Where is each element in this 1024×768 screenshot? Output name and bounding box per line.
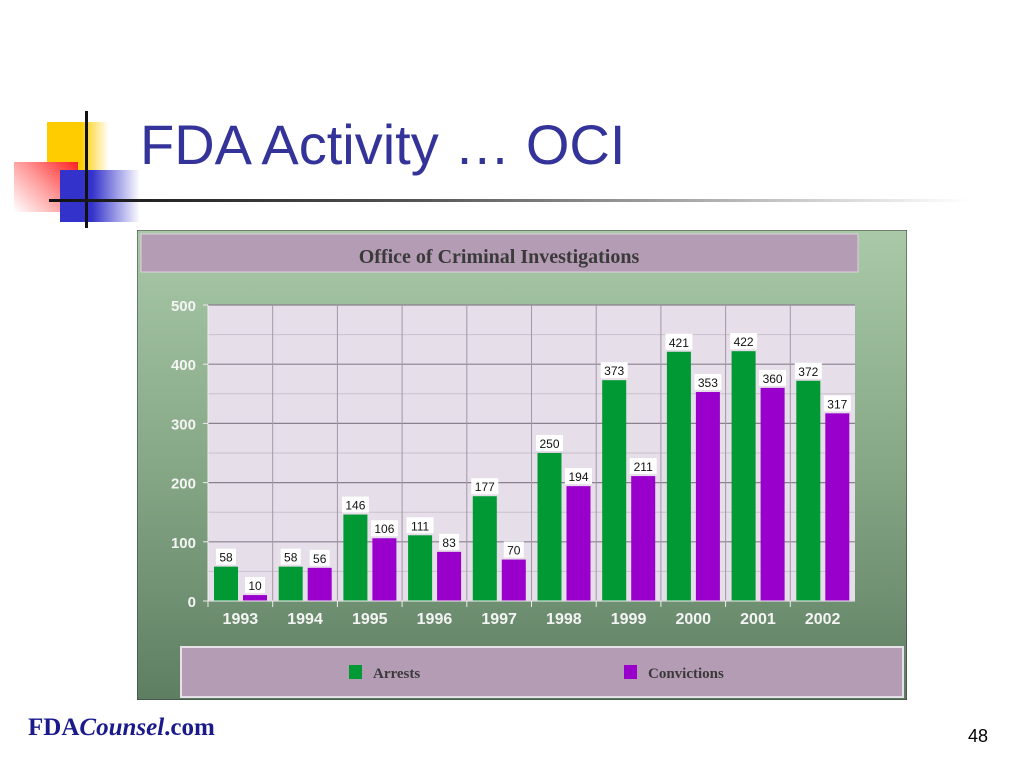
bar-arrests (214, 566, 238, 601)
page-number: 48 (968, 726, 989, 746)
bar-arrests (796, 380, 821, 601)
bar-convictions (760, 387, 785, 601)
bar-convictions (631, 476, 656, 601)
data-label: 317 (827, 397, 847, 411)
x-tick-label: 1995 (352, 611, 388, 628)
data-label: 211 (634, 460, 653, 474)
data-label: 56 (313, 552, 327, 566)
bar-convictions (825, 413, 850, 601)
x-tick-label: 1994 (287, 611, 323, 628)
bar-chart: Office of Criminal Investigations 58 10 58… (137, 230, 907, 700)
data-label: 353 (698, 376, 718, 390)
data-label-bg (536, 435, 563, 451)
data-label-bg (406, 517, 434, 534)
data-label: 373 (604, 364, 624, 378)
data-label-bg (439, 533, 460, 550)
data-label-bg (216, 548, 236, 565)
title-underline (49, 199, 969, 202)
footer-brand: FDACounsel.com (28, 714, 215, 742)
data-label-bg (503, 541, 524, 558)
x-tick-label: 1996 (417, 611, 453, 628)
data-label: 372 (798, 365, 818, 379)
data-label-bg (600, 362, 628, 379)
data-label-bg (694, 374, 722, 391)
y-tick-label: 300 (171, 416, 196, 433)
x-tick-label: 2002 (805, 611, 841, 628)
legend-label-convictions: Convictions (648, 666, 724, 682)
data-label: 146 (345, 499, 365, 513)
data-label: 83 (442, 536, 456, 550)
data-label-bg (629, 458, 657, 475)
y-tick-label: 500 (171, 298, 196, 315)
bar-convictions (437, 551, 462, 601)
data-label-bg (759, 369, 787, 386)
data-label-bg (823, 395, 851, 412)
chart-title: Office of Criminal Investigations (359, 246, 640, 268)
data-label: 70 (507, 544, 521, 558)
legend-swatch-arrests (349, 665, 362, 679)
y-tick-label: 200 (171, 476, 196, 493)
y-tick-label: 0 (188, 594, 196, 611)
data-label: 58 (284, 551, 298, 565)
data-label: 106 (374, 522, 394, 536)
bar-arrests (731, 351, 756, 601)
data-label: 421 (669, 336, 689, 350)
decor-blue-square (60, 170, 140, 222)
data-label-bg (794, 362, 822, 379)
data-label-bg (565, 468, 592, 485)
bar-arrests (666, 351, 691, 601)
bar-convictions (695, 392, 720, 601)
data-label-bg (370, 520, 398, 537)
x-tick-label: 1999 (611, 611, 647, 628)
data-label-bg (341, 496, 369, 513)
data-label-bg (665, 333, 693, 350)
legend-label-arrests: Arrests (373, 666, 420, 682)
data-label: 194 (568, 470, 588, 484)
data-label: 250 (539, 437, 559, 451)
data-label: 360 (763, 372, 783, 386)
y-tick-label: 400 (171, 357, 196, 374)
bar-arrests (472, 496, 497, 601)
footer-brand-b: Counsel (79, 714, 165, 741)
data-label-bg (730, 333, 758, 350)
bar-arrests (343, 514, 368, 601)
x-tick-label: 2001 (740, 611, 776, 628)
y-tick-label: 100 (171, 535, 196, 552)
legend-box (180, 646, 904, 698)
bar-arrests (537, 453, 562, 601)
footer-brand-a: FDA (28, 714, 80, 741)
x-tick-label: 1998 (546, 611, 582, 628)
slide-title: FDA Activity … OCI (140, 113, 626, 176)
data-label-bg (309, 549, 330, 566)
bar-convictions (501, 559, 526, 601)
x-tick-label: 1993 (223, 611, 259, 628)
data-label-bg (471, 478, 499, 495)
data-label-bg (280, 548, 301, 565)
legend-swatch-convictions (624, 665, 637, 679)
data-label-bg (245, 577, 265, 594)
data-label: 58 (219, 551, 233, 565)
bar-convictions (243, 595, 267, 601)
bar-arrests (408, 535, 433, 601)
data-label: 10 (248, 579, 262, 593)
bar-convictions (566, 486, 591, 601)
data-label: 422 (734, 335, 754, 349)
chart-title-band (140, 233, 859, 273)
footer-brand-c: .com (164, 714, 215, 741)
x-tick-label: 1997 (481, 611, 517, 628)
bar-convictions (307, 567, 332, 601)
bar-arrests (278, 566, 303, 601)
data-label: 111 (411, 519, 430, 533)
x-tick-label: 2000 (675, 611, 711, 628)
data-label: 177 (475, 480, 495, 494)
bar-arrests (602, 380, 627, 601)
decor-vertical-line (85, 111, 88, 228)
bar-convictions (372, 538, 397, 601)
